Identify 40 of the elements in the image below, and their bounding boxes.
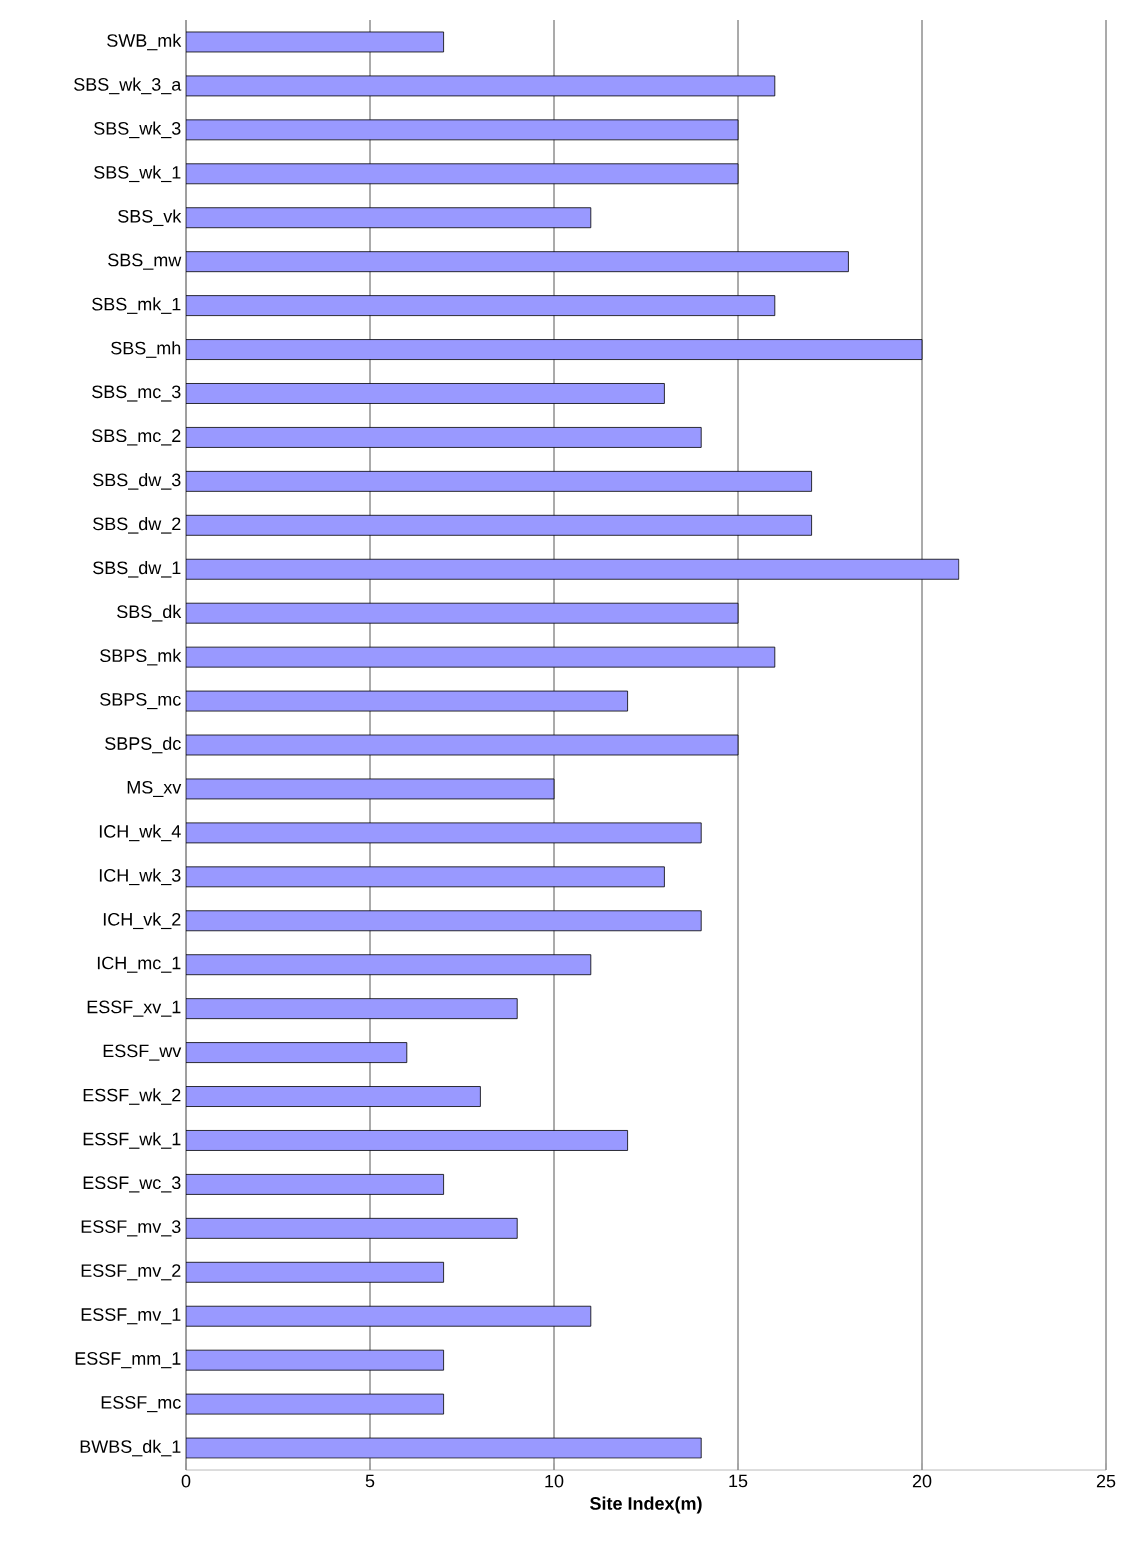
y-tick-label: ESSF_wk_2 — [83, 1088, 181, 1105]
y-tick-label: ESSF_mv_3 — [81, 1220, 181, 1237]
y-tick-label: SBS_dw_1 — [93, 560, 181, 578]
y-tick-label: SBS_dk — [117, 604, 182, 622]
y-tick-label: ESSF_mc — [101, 1396, 181, 1413]
y-tick-label: SBS_vk — [118, 209, 182, 227]
x-tick-label: 20 — [912, 1474, 932, 1488]
y-tick-label: SBS_dw_3 — [93, 473, 181, 490]
y-tick-label: ESSF_mv_2 — [81, 1264, 181, 1281]
y-tick-label: ESSF_wv — [103, 1044, 182, 1061]
x-axis-title: Site Index(m) — [590, 1496, 702, 1514]
y-tick-label: ICH_mc_1 — [97, 956, 181, 973]
y-tick-label: SBS_mc_2 — [92, 429, 181, 446]
y-tick-label: SBPS_mc — [100, 693, 181, 710]
x-tick-label: 10 — [545, 1474, 564, 1488]
y-tick-label: ICH_wk_3 — [99, 868, 181, 886]
y-tick-label: ICH_vk_2 — [103, 912, 181, 930]
y-tick-label: BWBS_dk_1 — [80, 1439, 181, 1457]
y-tick-label: SBPS_dc — [105, 736, 181, 754]
x-tick-label: 0 — [181, 1474, 191, 1488]
y-tick-label: ESSF_mv_1 — [81, 1308, 181, 1325]
x-tick-label: 25 — [1096, 1474, 1116, 1488]
x-tick-label: 5 — [365, 1474, 375, 1488]
y-tick-label: ESSF_wc_3 — [83, 1176, 181, 1193]
y-tick-label: SBS_wk_3 — [94, 121, 181, 139]
y-tick-label: SBS_mw — [108, 253, 182, 270]
y-tick-label: SBS_wk_1 — [94, 165, 181, 183]
y-tick-label: SBS_mh — [111, 341, 181, 358]
y-tick-label: ESSF_wk_1 — [83, 1132, 181, 1149]
x-tick-label: 15 — [729, 1474, 748, 1488]
y-tick-label: ESSF_mm_1 — [75, 1352, 181, 1369]
y-tick-label: MS_xv — [127, 780, 182, 798]
y-tick-label: SBS_mc_3 — [92, 385, 181, 402]
y-tick-label: SBS_wk_3_a — [74, 77, 182, 95]
y-tick-label: ICH_wk_4 — [99, 824, 181, 842]
y-tick-label: SBS_dw_2 — [93, 516, 181, 534]
y-tick-label: SBS_mk_1 — [92, 297, 181, 314]
y-tick-label: ESSF_xv_1 — [87, 1000, 181, 1017]
y-tick-label: SWB_mk — [107, 33, 182, 51]
y-tick-label: SBPS_mk — [100, 648, 182, 666]
